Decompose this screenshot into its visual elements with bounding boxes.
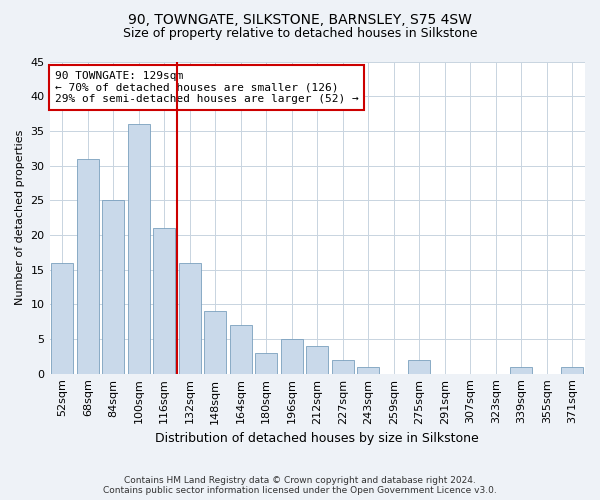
Bar (205, 311, 226, 374)
Bar (179, 262, 200, 374)
Bar (409, 360, 430, 374)
Bar (52, 262, 73, 374)
Text: 90, TOWNGATE, SILKSTONE, BARNSLEY, S75 4SW: 90, TOWNGATE, SILKSTONE, BARNSLEY, S75 4… (128, 12, 472, 26)
Bar (332, 360, 353, 374)
Text: 90 TOWNGATE: 129sqm
← 70% of detached houses are smaller (126)
29% of semi-detac: 90 TOWNGATE: 129sqm ← 70% of detached ho… (55, 71, 359, 104)
Bar (154, 228, 175, 374)
Text: Contains HM Land Registry data © Crown copyright and database right 2024.
Contai: Contains HM Land Registry data © Crown c… (103, 476, 497, 495)
Bar (77, 158, 98, 374)
Bar (281, 339, 302, 374)
Bar (256, 353, 277, 374)
Bar (103, 200, 124, 374)
Bar (230, 325, 251, 374)
Bar (358, 366, 379, 374)
Text: Size of property relative to detached houses in Silkstone: Size of property relative to detached ho… (123, 28, 477, 40)
Y-axis label: Number of detached properties: Number of detached properties (15, 130, 25, 306)
Bar (307, 346, 328, 374)
Bar (128, 124, 149, 374)
X-axis label: Distribution of detached houses by size in Silkstone: Distribution of detached houses by size … (155, 432, 479, 445)
Bar (511, 366, 532, 374)
Bar (562, 366, 583, 374)
